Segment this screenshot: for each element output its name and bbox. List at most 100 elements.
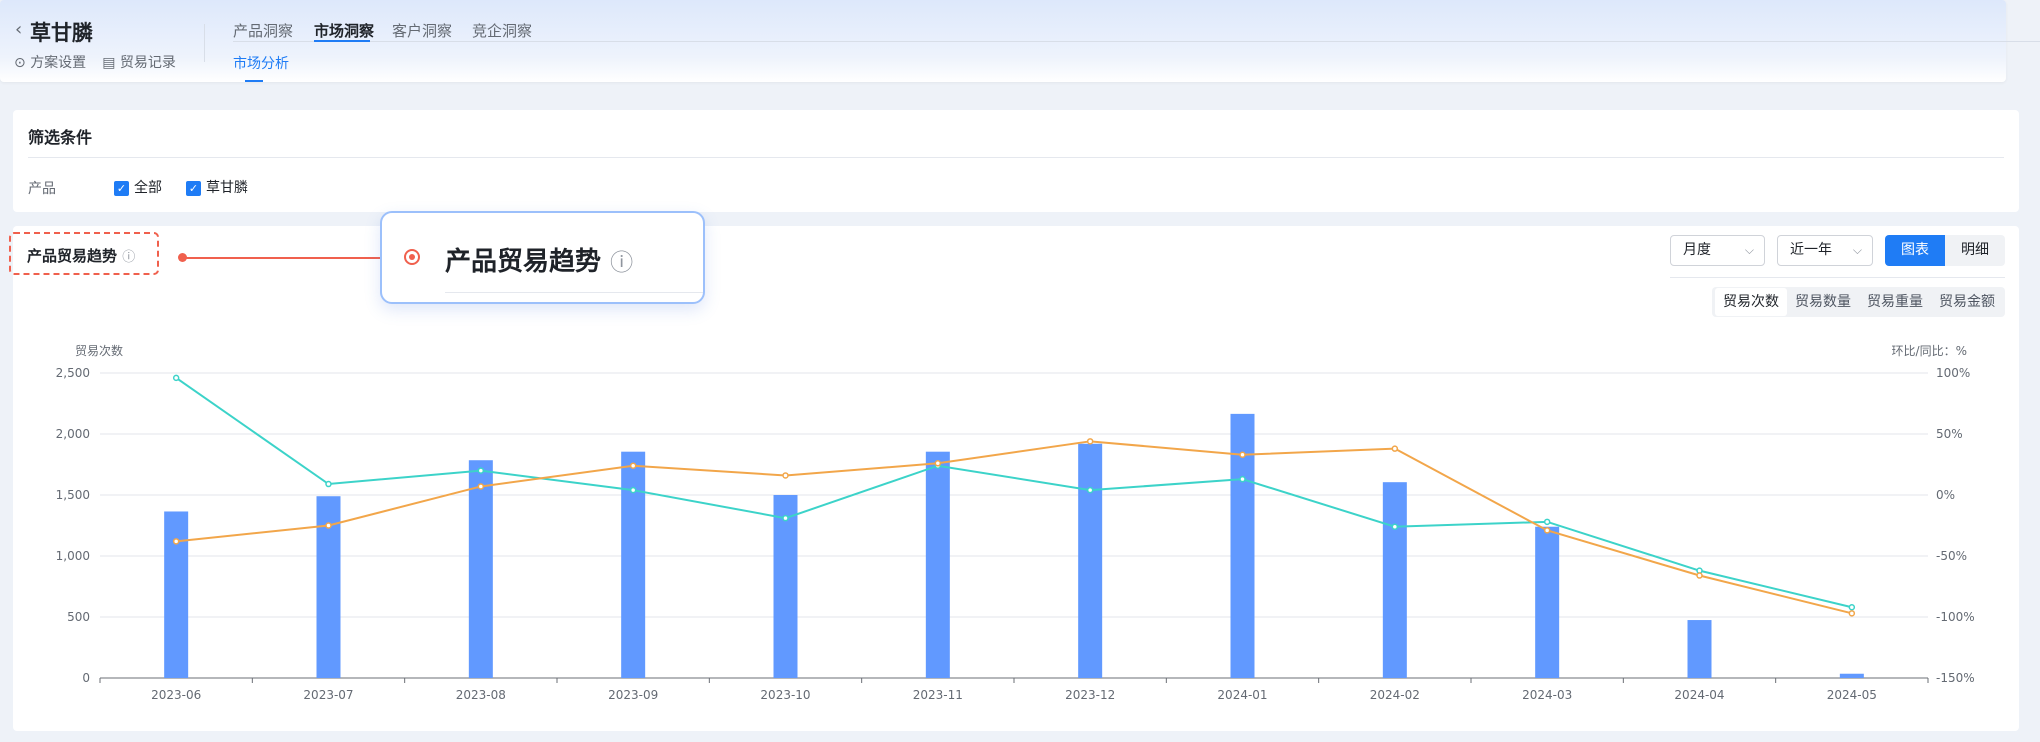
tabs-divider xyxy=(233,41,2040,42)
x-tick-label: 2023-12 xyxy=(1065,688,1115,702)
line-point xyxy=(1239,451,1246,458)
line-point xyxy=(325,522,332,529)
title-highlight-box xyxy=(9,232,159,275)
y2-axis-title: 环比/同比：% xyxy=(1892,344,1967,358)
subtab-market-analysis[interactable]: 市场分析 xyxy=(233,56,289,72)
y2-tick-label: -150% xyxy=(1936,671,1975,685)
tab-competitor-insight[interactable]: 竞企洞察 xyxy=(472,22,533,40)
trade-records-link[interactable]: ▤ 贸易记录 xyxy=(102,55,176,71)
view-chart-button[interactable]: 图表 xyxy=(1885,235,1945,266)
chevron-down-icon: ⌵ xyxy=(1852,243,1862,257)
line-point xyxy=(1848,603,1856,611)
metric-tab-trade-count[interactable]: 贸易次数 xyxy=(1715,288,1787,316)
chart-card-title: 产品贸易趋势 ⓘ xyxy=(27,247,136,265)
document-icon: ▤ xyxy=(102,55,116,71)
range-select[interactable]: 近一年 ⌵ xyxy=(1777,235,1873,266)
line-point xyxy=(629,462,637,469)
x-tick-label: 2024-05 xyxy=(1827,688,1877,702)
x-tick-label: 2024-02 xyxy=(1370,688,1420,702)
metric-tab-trade-weight[interactable]: 贸易重量 xyxy=(1867,294,1923,310)
series-line-1 xyxy=(175,377,1853,609)
divider xyxy=(28,157,2004,158)
metric-tab-trade-amount[interactable]: 贸易金额 xyxy=(1939,294,1995,310)
tab-customer-insight[interactable]: 客户洞察 xyxy=(392,22,453,40)
divider xyxy=(204,24,205,62)
active-tab-indicator xyxy=(314,40,370,42)
bar xyxy=(925,451,950,678)
checkbox-all[interactable]: ✓ 全部 xyxy=(114,177,162,197)
line-point xyxy=(1086,486,1094,494)
bar xyxy=(773,495,798,678)
y2-tick-label: 100% xyxy=(1936,366,1970,380)
y2-tick-label: 0% xyxy=(1936,488,1955,502)
filter-title: 筛选条件 xyxy=(28,128,93,147)
series-line-2 xyxy=(176,440,1853,615)
x-tick-label: 2023-11 xyxy=(913,688,963,702)
connector-target-icon xyxy=(404,249,420,265)
scheme-settings-link[interactable]: ⊙ 方案设置 xyxy=(14,55,87,71)
y-axis-title: 贸易次数 xyxy=(75,343,123,358)
y-tick-label: 1,000 xyxy=(56,549,90,563)
bar xyxy=(621,451,646,678)
filter-product-label: 产品 xyxy=(28,181,56,197)
line-point xyxy=(782,514,789,522)
y-tick-label: 2,500 xyxy=(56,366,90,380)
tab-product-insight[interactable]: 产品洞察 xyxy=(233,22,294,40)
line-point xyxy=(629,486,637,494)
line-point xyxy=(1391,445,1399,452)
y-tick-label: 1,500 xyxy=(56,488,90,502)
line-point xyxy=(325,480,332,488)
line-point xyxy=(172,538,180,545)
bar xyxy=(468,460,493,678)
page-title: 草甘膦 xyxy=(30,21,93,45)
subtab-indicator xyxy=(245,80,263,82)
metric-tab-trade-quantity[interactable]: 贸易数量 xyxy=(1795,294,1851,310)
x-tick-label: 2024-04 xyxy=(1674,688,1724,702)
y-tick-label: 2,000 xyxy=(56,427,90,441)
line-point xyxy=(477,467,485,474)
bar xyxy=(1687,620,1712,678)
chevron-down-icon: ⌵ xyxy=(1744,243,1754,257)
y2-tick-label: 50% xyxy=(1936,427,1963,441)
checkbox-glyphosate[interactable]: ✓ 草甘膦 xyxy=(186,177,248,197)
x-tick-label: 2023-09 xyxy=(608,688,658,702)
callout-title: 产品贸易趋势 ⓘ xyxy=(445,247,634,277)
info-circle-icon: ⓘ xyxy=(610,250,634,276)
y-tick-label: 0 xyxy=(82,671,90,685)
checkmark-icon: ✓ xyxy=(186,180,201,196)
bar xyxy=(1078,443,1103,678)
y2-tick-label: -100% xyxy=(1936,610,1975,624)
line-point xyxy=(1086,438,1094,445)
metric-tabs: 贸易次数 贸易数量 贸易重量 贸易金额 xyxy=(1712,287,2005,317)
x-tick-label: 2023-08 xyxy=(456,688,506,702)
connector-line xyxy=(182,257,410,259)
view-detail-button[interactable]: 明细 xyxy=(1945,235,2005,266)
y2-tick-label: -50% xyxy=(1936,549,1967,563)
x-tick-label: 2023-10 xyxy=(760,688,810,702)
settings-circle-icon: ⊙ xyxy=(14,55,26,71)
callout-zoom-box: 产品贸易趋势 ⓘ xyxy=(380,211,705,304)
line-point xyxy=(934,460,942,467)
x-tick-label: 2024-01 xyxy=(1217,688,1267,702)
line-point xyxy=(172,374,180,382)
header-card: ‹ 草甘膦 ⊙ 方案设置 ▤ 贸易记录 产品洞察 市场洞察 客户洞察 竞企洞察 … xyxy=(0,0,2040,82)
line-point xyxy=(1543,527,1551,534)
divider xyxy=(445,292,703,293)
bar xyxy=(1382,482,1407,678)
back-chevron-icon[interactable]: ‹ xyxy=(15,19,23,40)
line-point xyxy=(477,483,485,490)
filter-card: 筛选条件 产品 ✓ 全部 ✓ 草甘膦 xyxy=(13,110,2019,212)
line-point xyxy=(1848,610,1856,617)
x-tick-label: 2023-06 xyxy=(151,688,201,702)
y-tick-label: 500 xyxy=(67,610,90,624)
divider xyxy=(1670,277,2005,278)
period-select[interactable]: 月度 ⌵ xyxy=(1670,235,1765,266)
checkmark-icon: ✓ xyxy=(114,180,129,196)
line-point xyxy=(1543,518,1551,526)
tab-market-insight[interactable]: 市场洞察 xyxy=(314,22,375,40)
line-point xyxy=(1391,523,1399,530)
info-circle-icon[interactable]: ⓘ xyxy=(122,250,136,265)
bar xyxy=(164,511,189,678)
bar xyxy=(1535,526,1560,678)
